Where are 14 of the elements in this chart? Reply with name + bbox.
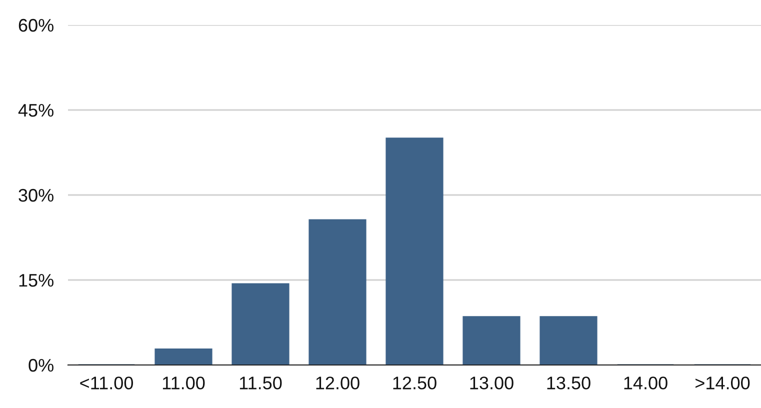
y-tick-label: 30% bbox=[18, 188, 54, 202]
x-tick-label: 12.50 bbox=[393, 376, 436, 390]
y-tick-label: 45% bbox=[18, 104, 54, 117]
x-tick-label: 11.00 bbox=[162, 376, 205, 390]
x-tick-label: <11.00 bbox=[80, 376, 133, 390]
x-tick-label: >14.00 bbox=[696, 376, 750, 390]
x-tick-label: 13.00 bbox=[470, 376, 514, 390]
y-tick-label: 15% bbox=[19, 274, 54, 287]
x-tick-label: 11.50 bbox=[240, 376, 282, 390]
x-tick-label: 14.00 bbox=[624, 376, 668, 390]
x-tick-label: 13.50 bbox=[547, 376, 590, 390]
y-tick-label: 60% bbox=[18, 18, 54, 32]
y-tick-label: 0% bbox=[28, 358, 54, 372]
x-tick-label: 12.00 bbox=[316, 376, 360, 390]
